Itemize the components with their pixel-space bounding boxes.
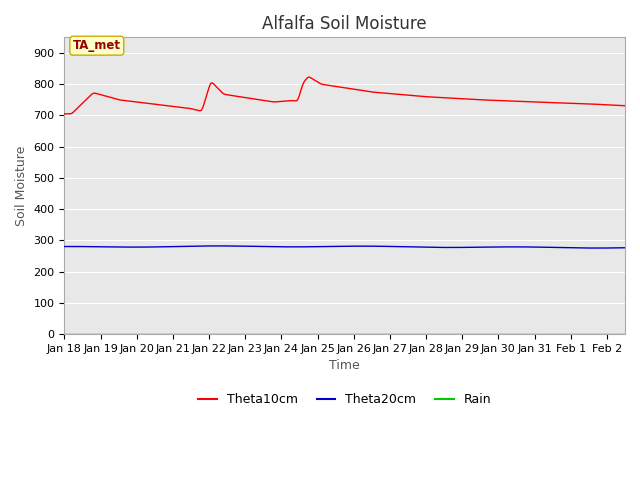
X-axis label: Time: Time [330, 360, 360, 372]
Text: TA_met: TA_met [73, 39, 121, 52]
Title: Alfalfa Soil Moisture: Alfalfa Soil Moisture [262, 15, 427, 33]
Y-axis label: Soil Moisture: Soil Moisture [15, 145, 28, 226]
Legend: Theta10cm, Theta20cm, Rain: Theta10cm, Theta20cm, Rain [193, 388, 497, 411]
